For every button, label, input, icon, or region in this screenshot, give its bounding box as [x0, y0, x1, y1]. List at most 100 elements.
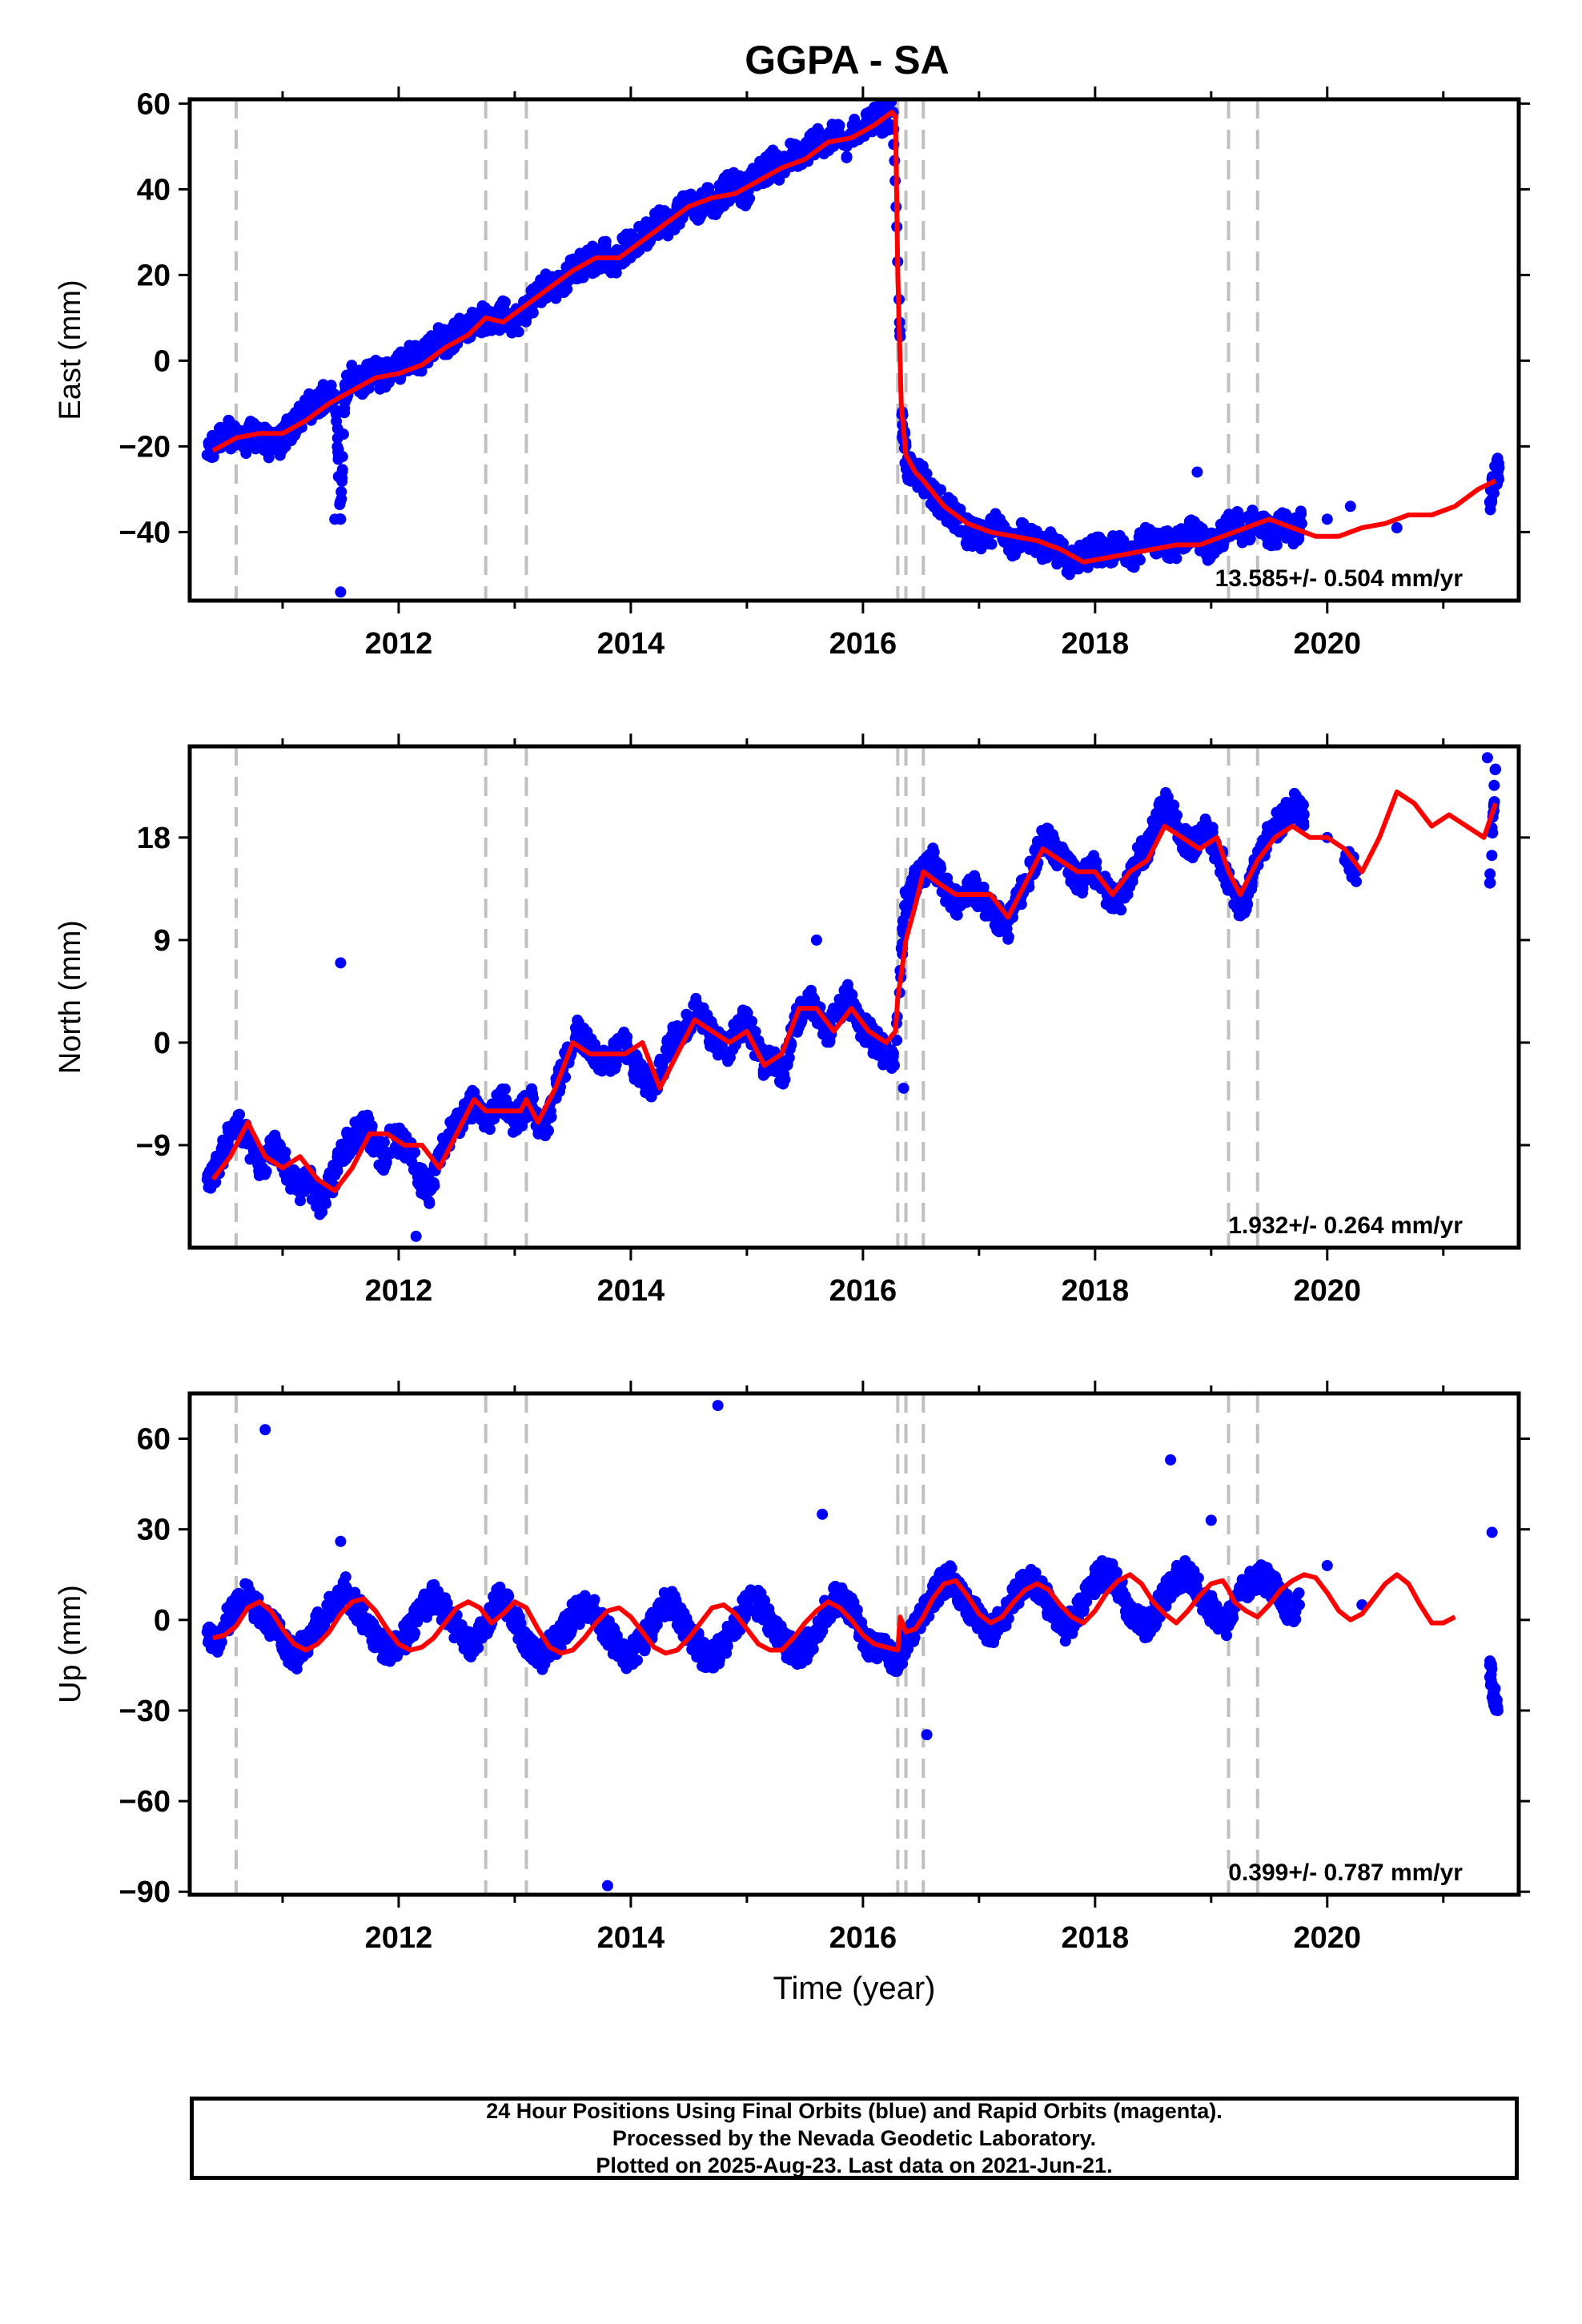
- data-point: [1321, 513, 1333, 525]
- position-points: [201, 1400, 1504, 1892]
- data-point: [367, 1618, 379, 1630]
- data-point: [610, 1059, 622, 1071]
- data-point: [257, 433, 269, 445]
- data-point: [407, 1626, 419, 1638]
- outlier-point: [410, 1230, 422, 1242]
- plot-frame: [187, 97, 1521, 603]
- data-point: [992, 924, 1004, 936]
- data-point: [499, 1084, 511, 1096]
- data-point: [499, 296, 511, 308]
- data-point: [833, 121, 845, 133]
- outlier-point: [1481, 752, 1493, 764]
- data-point: [378, 1164, 390, 1176]
- data-point: [484, 1124, 496, 1136]
- plot-frame: [187, 744, 1521, 1250]
- data-point: [841, 151, 853, 163]
- data-point: [694, 211, 706, 223]
- model-fit-line: [211, 110, 1497, 565]
- data-point: [1295, 505, 1307, 517]
- data-point: [1295, 517, 1307, 529]
- y-tick-label: −9: [136, 1129, 171, 1163]
- data-point: [846, 996, 858, 1008]
- data-point: [1484, 868, 1496, 880]
- data-point: [279, 1146, 291, 1158]
- x-tick-label: 2014: [597, 1274, 665, 1308]
- data-point: [1012, 543, 1024, 555]
- data-point: [721, 178, 733, 190]
- data-point: [1287, 538, 1299, 550]
- data-point: [600, 235, 612, 247]
- y-tick-label: 18: [137, 822, 171, 855]
- data-point: [1206, 824, 1218, 836]
- x-tick-label: 2014: [597, 627, 665, 661]
- x-tick-label: 2020: [1294, 1274, 1362, 1308]
- data-point: [406, 1148, 418, 1160]
- data-point: [846, 1595, 858, 1607]
- data-point: [1280, 510, 1292, 522]
- data-point: [1203, 553, 1215, 565]
- data-point: [542, 1124, 554, 1136]
- data-point: [1493, 462, 1505, 474]
- data-point: [641, 240, 653, 252]
- data-point: [982, 538, 994, 550]
- data-point: [331, 1146, 343, 1158]
- step-lines: [234, 746, 1259, 1248]
- data-point: [289, 429, 301, 441]
- data-point: [1290, 790, 1302, 802]
- data-point: [503, 1590, 515, 1602]
- data-point: [269, 1129, 281, 1141]
- data-point: [702, 185, 714, 197]
- rate-annotation: 1.932+/- 0.264 mm/yr: [1228, 1212, 1463, 1239]
- data-point: [851, 1604, 863, 1616]
- y-tick-label: 60: [137, 87, 171, 121]
- data-point: [608, 1623, 620, 1635]
- data-point: [1486, 496, 1498, 508]
- data-point: [323, 382, 335, 394]
- data-point: [932, 857, 944, 869]
- data-point: [479, 325, 491, 337]
- data-point: [1139, 521, 1151, 533]
- data-point: [260, 1165, 272, 1177]
- data-point: [713, 199, 725, 211]
- data-point: [536, 1663, 548, 1675]
- data-point: [409, 340, 421, 352]
- data-point: [621, 1031, 633, 1043]
- position-points: [201, 752, 1502, 1242]
- data-point: [243, 1585, 255, 1597]
- data-point: [1162, 791, 1174, 803]
- data-point: [276, 444, 288, 456]
- data-point: [954, 503, 966, 515]
- data-point: [860, 108, 872, 120]
- data-point: [336, 476, 348, 488]
- data-point: [432, 1586, 444, 1598]
- data-point: [1018, 524, 1030, 536]
- data-point: [527, 1092, 539, 1104]
- y-tick-label: −20: [119, 430, 171, 464]
- data-point: [291, 1663, 303, 1675]
- data-point: [990, 508, 1002, 520]
- y-tick-label: 0: [154, 1027, 171, 1060]
- data-point: [335, 486, 347, 498]
- data-point: [1057, 537, 1069, 549]
- data-point: [323, 1590, 335, 1602]
- data-point: [295, 1195, 307, 1207]
- data-point: [213, 1641, 225, 1653]
- position-points: [201, 99, 1505, 598]
- x-tick-label: 2020: [1294, 627, 1362, 661]
- data-point: [1283, 814, 1295, 826]
- data-point: [1271, 539, 1283, 551]
- data-point: [1115, 904, 1127, 916]
- data-point: [378, 1136, 390, 1148]
- data-point: [724, 1051, 736, 1063]
- data-point: [723, 195, 735, 207]
- data-point: [1169, 814, 1181, 826]
- data-point: [1185, 517, 1197, 529]
- data-point: [746, 1015, 758, 1027]
- data-point: [247, 1144, 259, 1156]
- data-point: [1082, 549, 1094, 561]
- data-point: [749, 1026, 761, 1038]
- data-point: [833, 1006, 845, 1018]
- data-point: [1051, 558, 1063, 570]
